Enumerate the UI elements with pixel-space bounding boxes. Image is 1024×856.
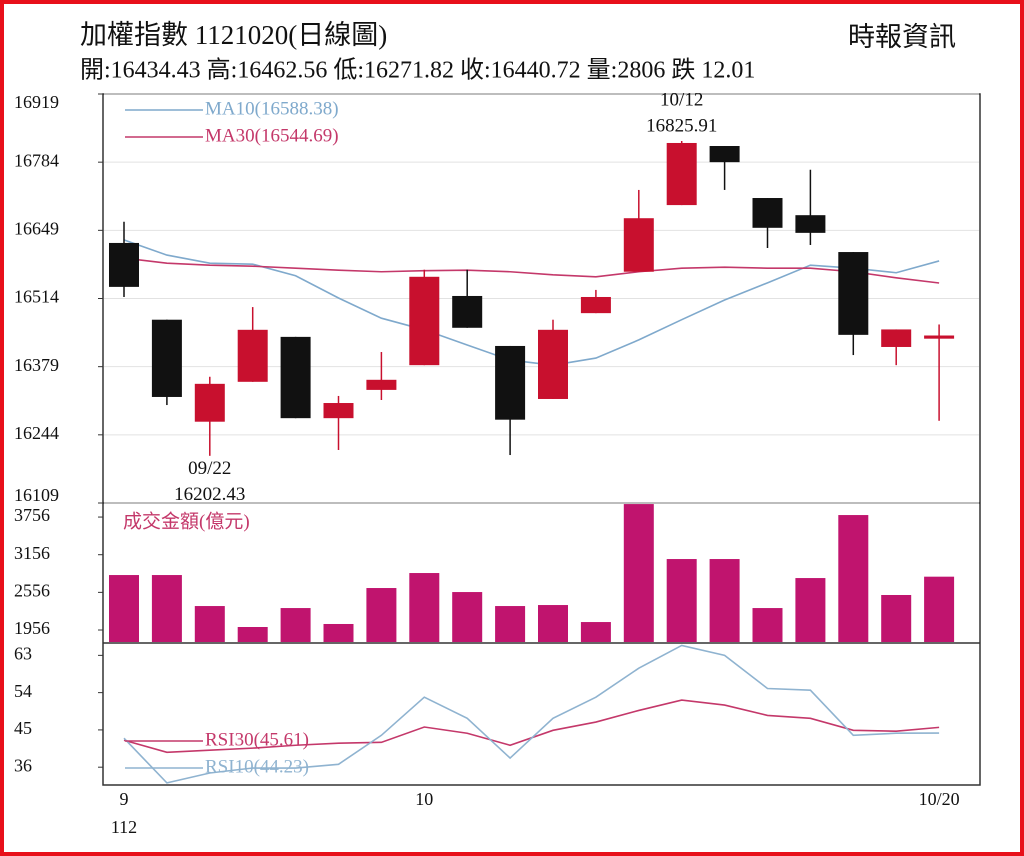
bar [795, 578, 826, 642]
bar [623, 504, 654, 642]
candle-body [924, 335, 955, 339]
bar [752, 608, 783, 642]
ohlc-info: 開:16434.43 高:16462.56 低:16271.82 收:16440… [80, 57, 755, 84]
y-tick-label: 16649 [14, 218, 59, 238]
candle-body [452, 295, 483, 328]
bar [323, 623, 354, 642]
x-tick-label: 9 [120, 789, 129, 809]
bar [709, 559, 740, 642]
candle-body [280, 336, 311, 419]
legend-label: RSI30(45.61) [205, 729, 309, 750]
candle-body [323, 403, 354, 419]
candle-body [194, 383, 225, 422]
candle-body [109, 242, 139, 287]
bar [924, 576, 955, 642]
legend-label: MA10(16588.38) [205, 98, 339, 119]
y-tick-label: 3156 [14, 543, 50, 563]
candle-body [580, 296, 611, 314]
y-tick-label: 16379 [14, 355, 59, 375]
bar [538, 605, 568, 642]
bar [452, 592, 483, 642]
annotation-value: 16202.43 [174, 484, 245, 505]
x-year-label: 112 [111, 817, 137, 837]
bar [237, 627, 268, 642]
bar [151, 575, 182, 642]
bar [580, 622, 611, 642]
candle-body [623, 218, 654, 272]
candle-body [795, 215, 826, 233]
bar [409, 573, 440, 642]
candle-body [752, 198, 783, 228]
chart-title: 加權指數 1121020(日線圖) [80, 20, 387, 50]
y-tick-label: 3756 [14, 505, 50, 525]
candle-body [366, 379, 397, 390]
bar [109, 575, 139, 642]
y-tick-label: 63 [14, 643, 32, 663]
legend-label: MA30(16544.69) [205, 125, 339, 146]
bar [366, 588, 397, 642]
annotation-date: 10/12 [660, 89, 703, 110]
y-tick-label: 16919 [14, 92, 59, 112]
y-tick-label: 54 [14, 681, 32, 701]
candle-body [538, 329, 568, 399]
x-tick-label: 10 [415, 789, 433, 809]
y-tick-label: 16109 [14, 485, 59, 505]
candle-body [881, 329, 912, 347]
bar [194, 606, 225, 642]
plot-frame [102, 93, 981, 786]
y-tick-label: 16244 [14, 423, 59, 443]
bar [881, 594, 912, 642]
y-tick-label: 16784 [14, 150, 59, 170]
y-tick-label: 45 [14, 718, 32, 738]
panel-title: 成交金額(億元) [123, 510, 250, 532]
bar [838, 515, 869, 642]
candle-body [666, 142, 697, 206]
candle-body [495, 345, 526, 420]
candle-body [838, 252, 869, 335]
candle-body [151, 319, 182, 397]
candle-body [709, 146, 740, 163]
legend-label: RSI10(44.23) [205, 756, 309, 777]
x-tick-label: 10/20 [919, 789, 960, 809]
bar [280, 608, 311, 642]
candle-body [237, 329, 268, 382]
source: 時報資訊 [848, 22, 956, 52]
bar [495, 606, 526, 642]
series-line [123, 257, 940, 284]
annotation-date: 09/22 [188, 458, 231, 479]
bar [666, 559, 697, 642]
candle-body [409, 276, 440, 366]
annotation-value: 16825.91 [646, 115, 717, 136]
series-line [123, 644, 940, 784]
y-tick-label: 16514 [14, 287, 59, 307]
y-tick-label: 2556 [14, 580, 50, 600]
y-tick-label: 1956 [14, 618, 50, 638]
y-tick-label: 36 [14, 755, 32, 775]
